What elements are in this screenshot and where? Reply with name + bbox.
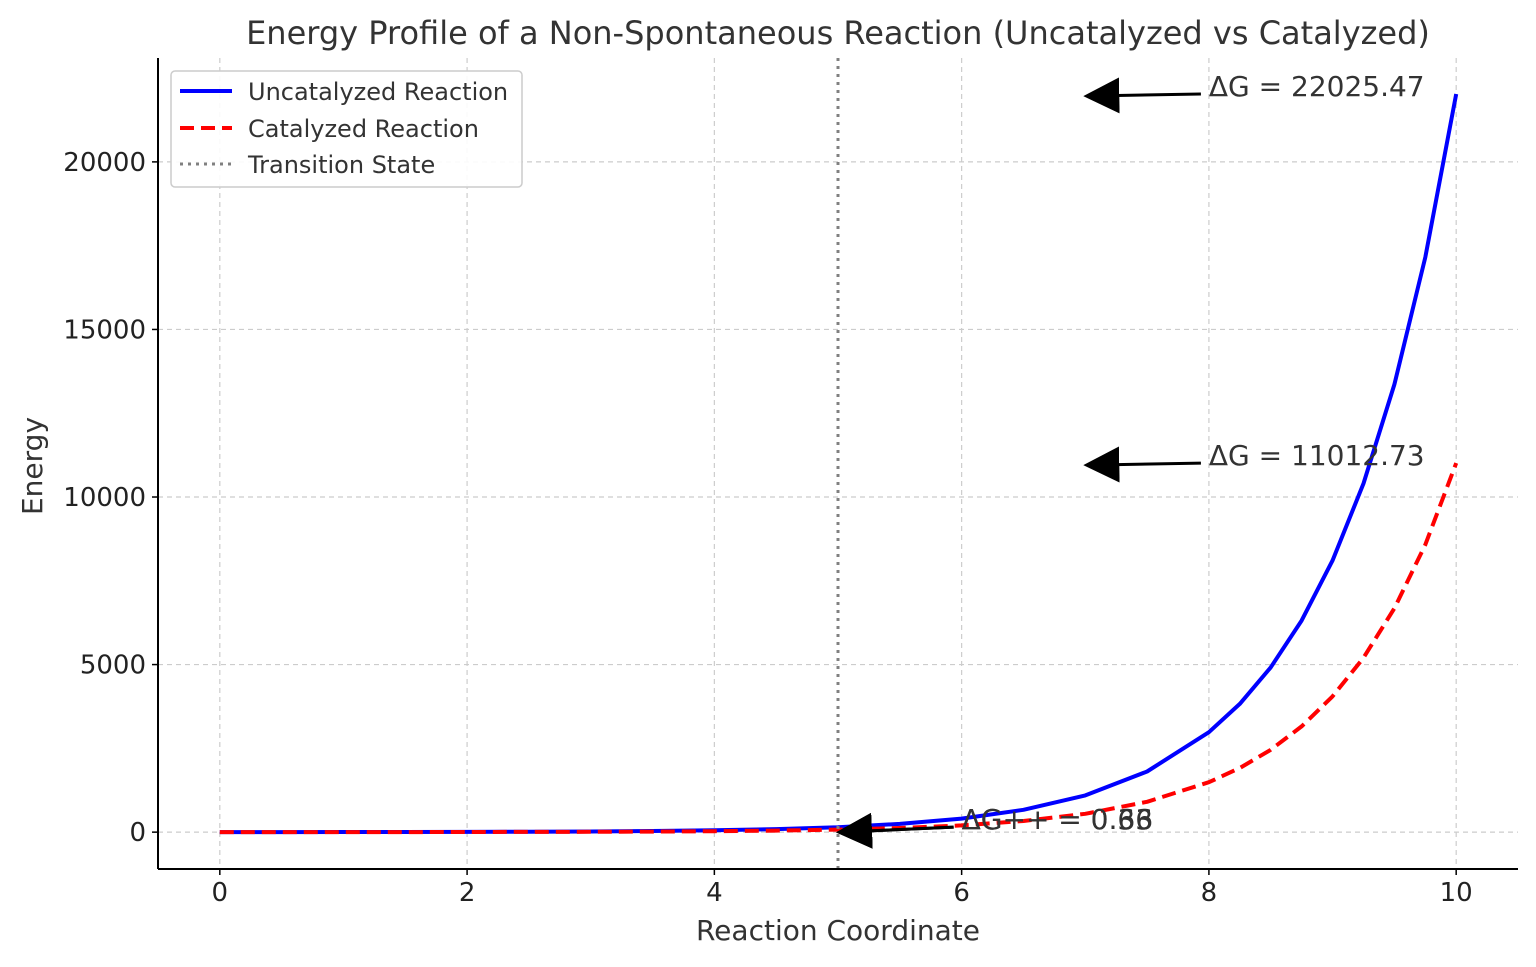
legend: Uncatalyzed Reaction Catalyzed Reaction … [170, 70, 523, 188]
y-axis-label: Energy [16, 417, 49, 515]
annotation-label: ΔG = 11012.73 [1209, 439, 1425, 472]
annotation-arrow [836, 812, 954, 849]
x-tick-label: 4 [706, 878, 723, 908]
series-uncatalyzed-line [219, 93, 1459, 835]
x-tick-label: 2 [459, 878, 476, 908]
ticks: 0 2 4 6 8 10 0 5000 10000 15000 20000 [63, 148, 1472, 908]
y-tick-label: 5000 [80, 651, 146, 681]
annotation-label: ΔG++ = 0.66 [962, 803, 1153, 836]
y-tick-label: 0 [129, 818, 146, 848]
annotation-label: ΔG++ = 0.33 [962, 803, 1153, 836]
annotation-label: ΔG = 22025.47 [1209, 70, 1425, 103]
annotation-arrow [1083, 446, 1201, 483]
legend-box [170, 70, 523, 188]
y-tick-label: 10000 [63, 483, 146, 513]
annotations: ΔG = 22025.47 ΔG = 11012.73 ΔG++ = 0.66ΔG+… [836, 70, 1425, 849]
x-axis-label: Reaction Coordinate [696, 914, 980, 947]
x-tick-label: 10 [1440, 878, 1473, 908]
legend-label-catalyzed: Catalyzed Reaction [248, 115, 479, 143]
x-tick-label: 6 [953, 878, 970, 908]
y-tick-label: 15000 [63, 315, 146, 345]
legend-label-uncatalyzed: Uncatalyzed Reaction [248, 78, 508, 106]
legend-label-transition: Transition State [247, 151, 435, 179]
chart-title: Energy Profile of a Non-Spontaneous Reac… [246, 14, 1430, 52]
annotation-arrow [1083, 77, 1201, 114]
series-catalyzed-line [219, 462, 1459, 835]
y-tick-label: 20000 [63, 148, 146, 178]
plot-area [219, 58, 1459, 869]
axes [157, 58, 1518, 870]
x-tick-label: 0 [212, 878, 229, 908]
x-tick-label: 8 [1201, 878, 1218, 908]
